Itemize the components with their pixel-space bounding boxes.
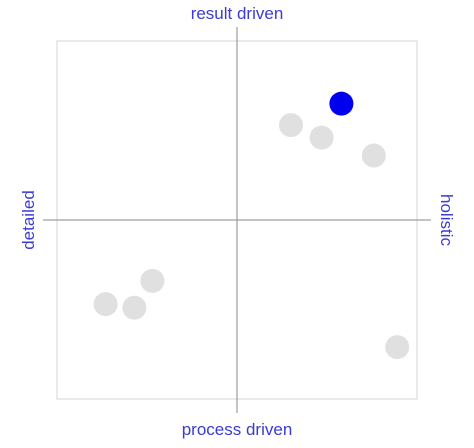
axis-label-top: result driven [191, 4, 284, 23]
highlighted-data-point [329, 91, 354, 116]
axis-label-bottom: process driven [182, 420, 293, 439]
data-point [122, 295, 147, 320]
data-point [93, 292, 118, 317]
axis-label-left: detailed [19, 190, 38, 250]
data-point [385, 335, 410, 360]
axis-label-right: holistic [437, 194, 456, 246]
data-point [140, 268, 165, 293]
data-points [93, 91, 410, 360]
data-point [279, 113, 303, 138]
data-point [361, 143, 386, 168]
data-point [309, 125, 334, 150]
